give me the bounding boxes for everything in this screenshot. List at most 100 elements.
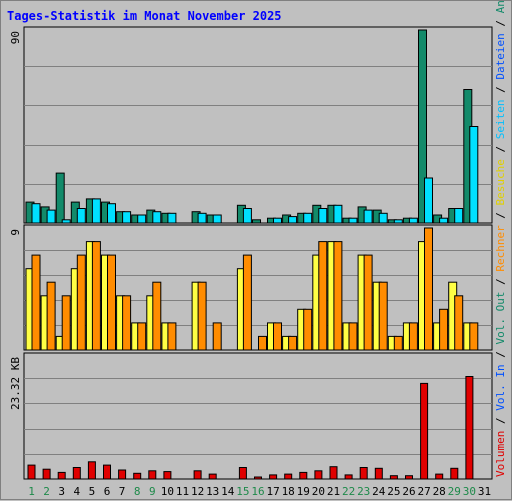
legend-separator: / xyxy=(494,139,507,159)
bar-volumen-day-15 xyxy=(238,467,247,480)
bar-anfragen-day-3 xyxy=(55,172,65,224)
bar-rechner-day-27 xyxy=(424,227,433,351)
bar-rechner-day-29 xyxy=(454,295,464,351)
x-tick-label-day-28: 28 xyxy=(433,485,446,498)
x-tick-label-day-22: 22 xyxy=(342,485,355,498)
bar-dateien-day-20 xyxy=(318,208,328,224)
bar-rechner-day-26 xyxy=(408,322,418,351)
bar-dateien-day-10 xyxy=(167,212,177,224)
bar-dateien-day-24 xyxy=(378,212,388,224)
bar-volumen-day-24 xyxy=(374,467,383,480)
bar-rechner-day-9 xyxy=(152,281,162,351)
bar-rechner-day-16 xyxy=(258,335,267,351)
bar-dateien-day-12 xyxy=(197,212,207,224)
bar-dateien-day-18 xyxy=(288,216,298,224)
x-tick-label-day-17: 17 xyxy=(266,485,279,498)
bar-dateien-day-29 xyxy=(454,208,464,224)
legend-separator: / xyxy=(494,411,507,431)
x-tick-label-day-26: 26 xyxy=(402,485,415,498)
bar-volumen-day-27 xyxy=(420,382,429,480)
x-tick-label-day-4: 4 xyxy=(73,485,80,498)
y-max-label-panel-1: 90 xyxy=(9,31,22,44)
bar-rechner-day-28 xyxy=(439,308,449,351)
bar-volumen-day-18 xyxy=(284,473,293,480)
bar-rechner-day-4 xyxy=(76,254,86,351)
bar-rechner-day-10 xyxy=(167,322,177,351)
bar-dateien-day-5 xyxy=(91,198,101,224)
bar-volumen-day-3 xyxy=(57,471,66,480)
x-tick-label-day-1: 1 xyxy=(28,485,35,498)
bar-dateien-day-4 xyxy=(76,208,86,224)
bar-dateien-day-9 xyxy=(152,211,162,224)
legend-separator: / xyxy=(494,13,507,33)
y-max-label-panel-3: 23.32 KB xyxy=(9,357,22,410)
bar-dateien-day-8 xyxy=(137,214,147,224)
bar-rechner-day-20 xyxy=(318,241,328,351)
legend-separator: / xyxy=(494,80,507,100)
x-tick-label-day-25: 25 xyxy=(387,485,400,498)
bar-dateien-day-27 xyxy=(424,177,433,224)
bar-volumen-day-19 xyxy=(299,471,308,480)
bar-volumen-day-20 xyxy=(314,470,323,480)
x-tick-label-day-8: 8 xyxy=(134,485,141,498)
bar-volumen-day-13 xyxy=(208,473,217,480)
legend-item-vol-in: Vol. In xyxy=(494,364,507,410)
x-tick-label-day-20: 20 xyxy=(312,485,325,498)
x-tick-label-day-9: 9 xyxy=(149,485,156,498)
bar-rechner-day-15 xyxy=(242,254,252,351)
legend-item-dateien: Dateien xyxy=(494,33,507,79)
x-tick-label-day-19: 19 xyxy=(297,485,310,498)
bar-anfragen-day-16 xyxy=(252,219,261,224)
bar-rechner-day-12 xyxy=(197,281,207,351)
bar-rechner-day-30 xyxy=(469,322,479,351)
legend-separator: / xyxy=(494,345,507,365)
x-tick-label-day-24: 24 xyxy=(372,485,386,498)
bar-volumen-day-6 xyxy=(103,464,111,480)
x-tick-label-day-6: 6 xyxy=(104,485,111,498)
panel-3-frame xyxy=(23,352,493,480)
bar-volumen-day-29 xyxy=(450,467,459,480)
bar-volumen-day-26 xyxy=(405,475,413,480)
bar-rechner-day-18 xyxy=(288,335,298,351)
bar-rechner-day-5 xyxy=(91,241,101,351)
bar-dateien-day-3 xyxy=(61,219,71,224)
legend-separator: / xyxy=(494,205,507,225)
bar-rechner-day-7 xyxy=(122,295,132,351)
bar-volumen-day-28 xyxy=(435,473,444,480)
bar-volumen-day-25 xyxy=(389,475,398,480)
bar-dateien-day-13 xyxy=(212,214,222,224)
x-tick-label-day-14: 14 xyxy=(221,485,235,498)
bar-dateien-day-1 xyxy=(31,203,41,224)
bar-dateien-day-21 xyxy=(333,204,343,224)
chart-title: Tages-Statistik im Monat November 2025 xyxy=(7,9,282,23)
bar-volumen-day-1 xyxy=(27,464,36,480)
bar-volumen-day-21 xyxy=(329,466,338,480)
x-tick-label-day-12: 12 xyxy=(191,485,204,498)
bar-volumen-day-9 xyxy=(148,470,157,480)
bar-rechner-day-22 xyxy=(348,322,358,351)
bar-volumen-day-16 xyxy=(254,476,262,480)
x-tick-label-day-15: 15 xyxy=(236,485,249,498)
bar-volumen-day-23 xyxy=(359,467,368,480)
legend-item-besuche: Besuche xyxy=(494,159,507,205)
x-tick-label-day-30: 30 xyxy=(463,485,476,498)
legend-separator: / xyxy=(494,272,507,292)
x-tick-label-day-3: 3 xyxy=(58,485,65,498)
bar-dateien-day-23 xyxy=(363,209,373,224)
bar-rechner-day-2 xyxy=(46,281,56,351)
bar-dateien-day-22 xyxy=(348,217,358,224)
x-tick-label-day-18: 18 xyxy=(282,485,295,498)
x-tick-label-day-31: 31 xyxy=(478,485,491,498)
bar-rechner-day-21 xyxy=(333,241,343,351)
bar-volumen-day-17 xyxy=(269,474,278,480)
bar-rechner-day-25 xyxy=(393,335,403,351)
bar-rechner-day-6 xyxy=(107,254,116,351)
bar-dateien-day-17 xyxy=(273,217,282,224)
x-tick-label-day-27: 27 xyxy=(417,485,430,498)
bar-volumen-day-4 xyxy=(72,467,81,480)
bar-volumen-day-7 xyxy=(118,469,127,480)
bar-dateien-day-30 xyxy=(469,126,479,224)
x-tick-label-day-7: 7 xyxy=(119,485,126,498)
bar-rechner-day-8 xyxy=(137,322,147,351)
